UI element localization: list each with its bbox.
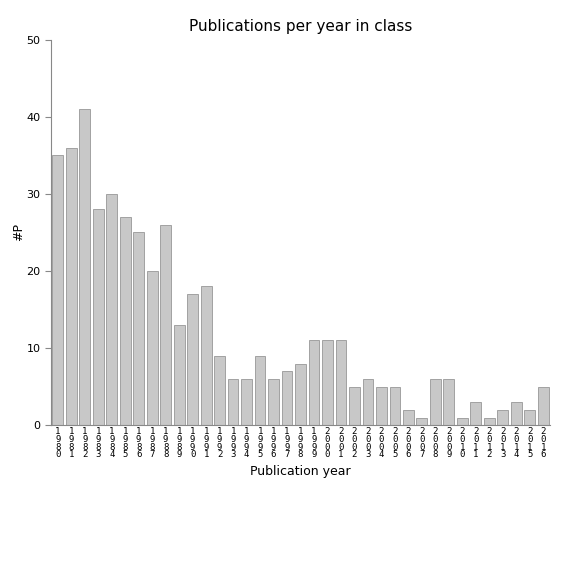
Bar <box>308 340 319 425</box>
Bar <box>376 387 387 425</box>
Y-axis label: #P: #P <box>12 223 25 242</box>
Bar <box>160 225 171 425</box>
Bar <box>403 410 414 425</box>
Bar <box>282 371 293 425</box>
Bar <box>484 417 494 425</box>
Bar <box>430 379 441 425</box>
Bar <box>390 387 400 425</box>
Bar <box>93 209 104 425</box>
Bar <box>147 271 158 425</box>
Bar <box>457 417 468 425</box>
Bar <box>52 155 63 425</box>
Bar <box>471 402 481 425</box>
Bar <box>268 379 279 425</box>
Bar <box>214 356 225 425</box>
Bar <box>497 410 508 425</box>
Bar <box>336 340 346 425</box>
Bar <box>187 294 198 425</box>
Bar <box>443 379 454 425</box>
Bar <box>295 363 306 425</box>
Bar <box>133 232 144 425</box>
X-axis label: Publication year: Publication year <box>250 465 351 478</box>
Bar <box>417 417 428 425</box>
Title: Publications per year in class: Publications per year in class <box>189 19 412 35</box>
Bar <box>241 379 252 425</box>
Bar <box>174 325 184 425</box>
Bar <box>524 410 535 425</box>
Bar <box>107 194 117 425</box>
Bar <box>120 217 130 425</box>
Bar <box>201 286 211 425</box>
Bar <box>79 109 90 425</box>
Bar <box>511 402 522 425</box>
Bar <box>255 356 265 425</box>
Bar <box>349 387 360 425</box>
Bar <box>66 147 77 425</box>
Bar <box>362 379 373 425</box>
Bar <box>538 387 549 425</box>
Bar <box>322 340 333 425</box>
Bar <box>228 379 239 425</box>
